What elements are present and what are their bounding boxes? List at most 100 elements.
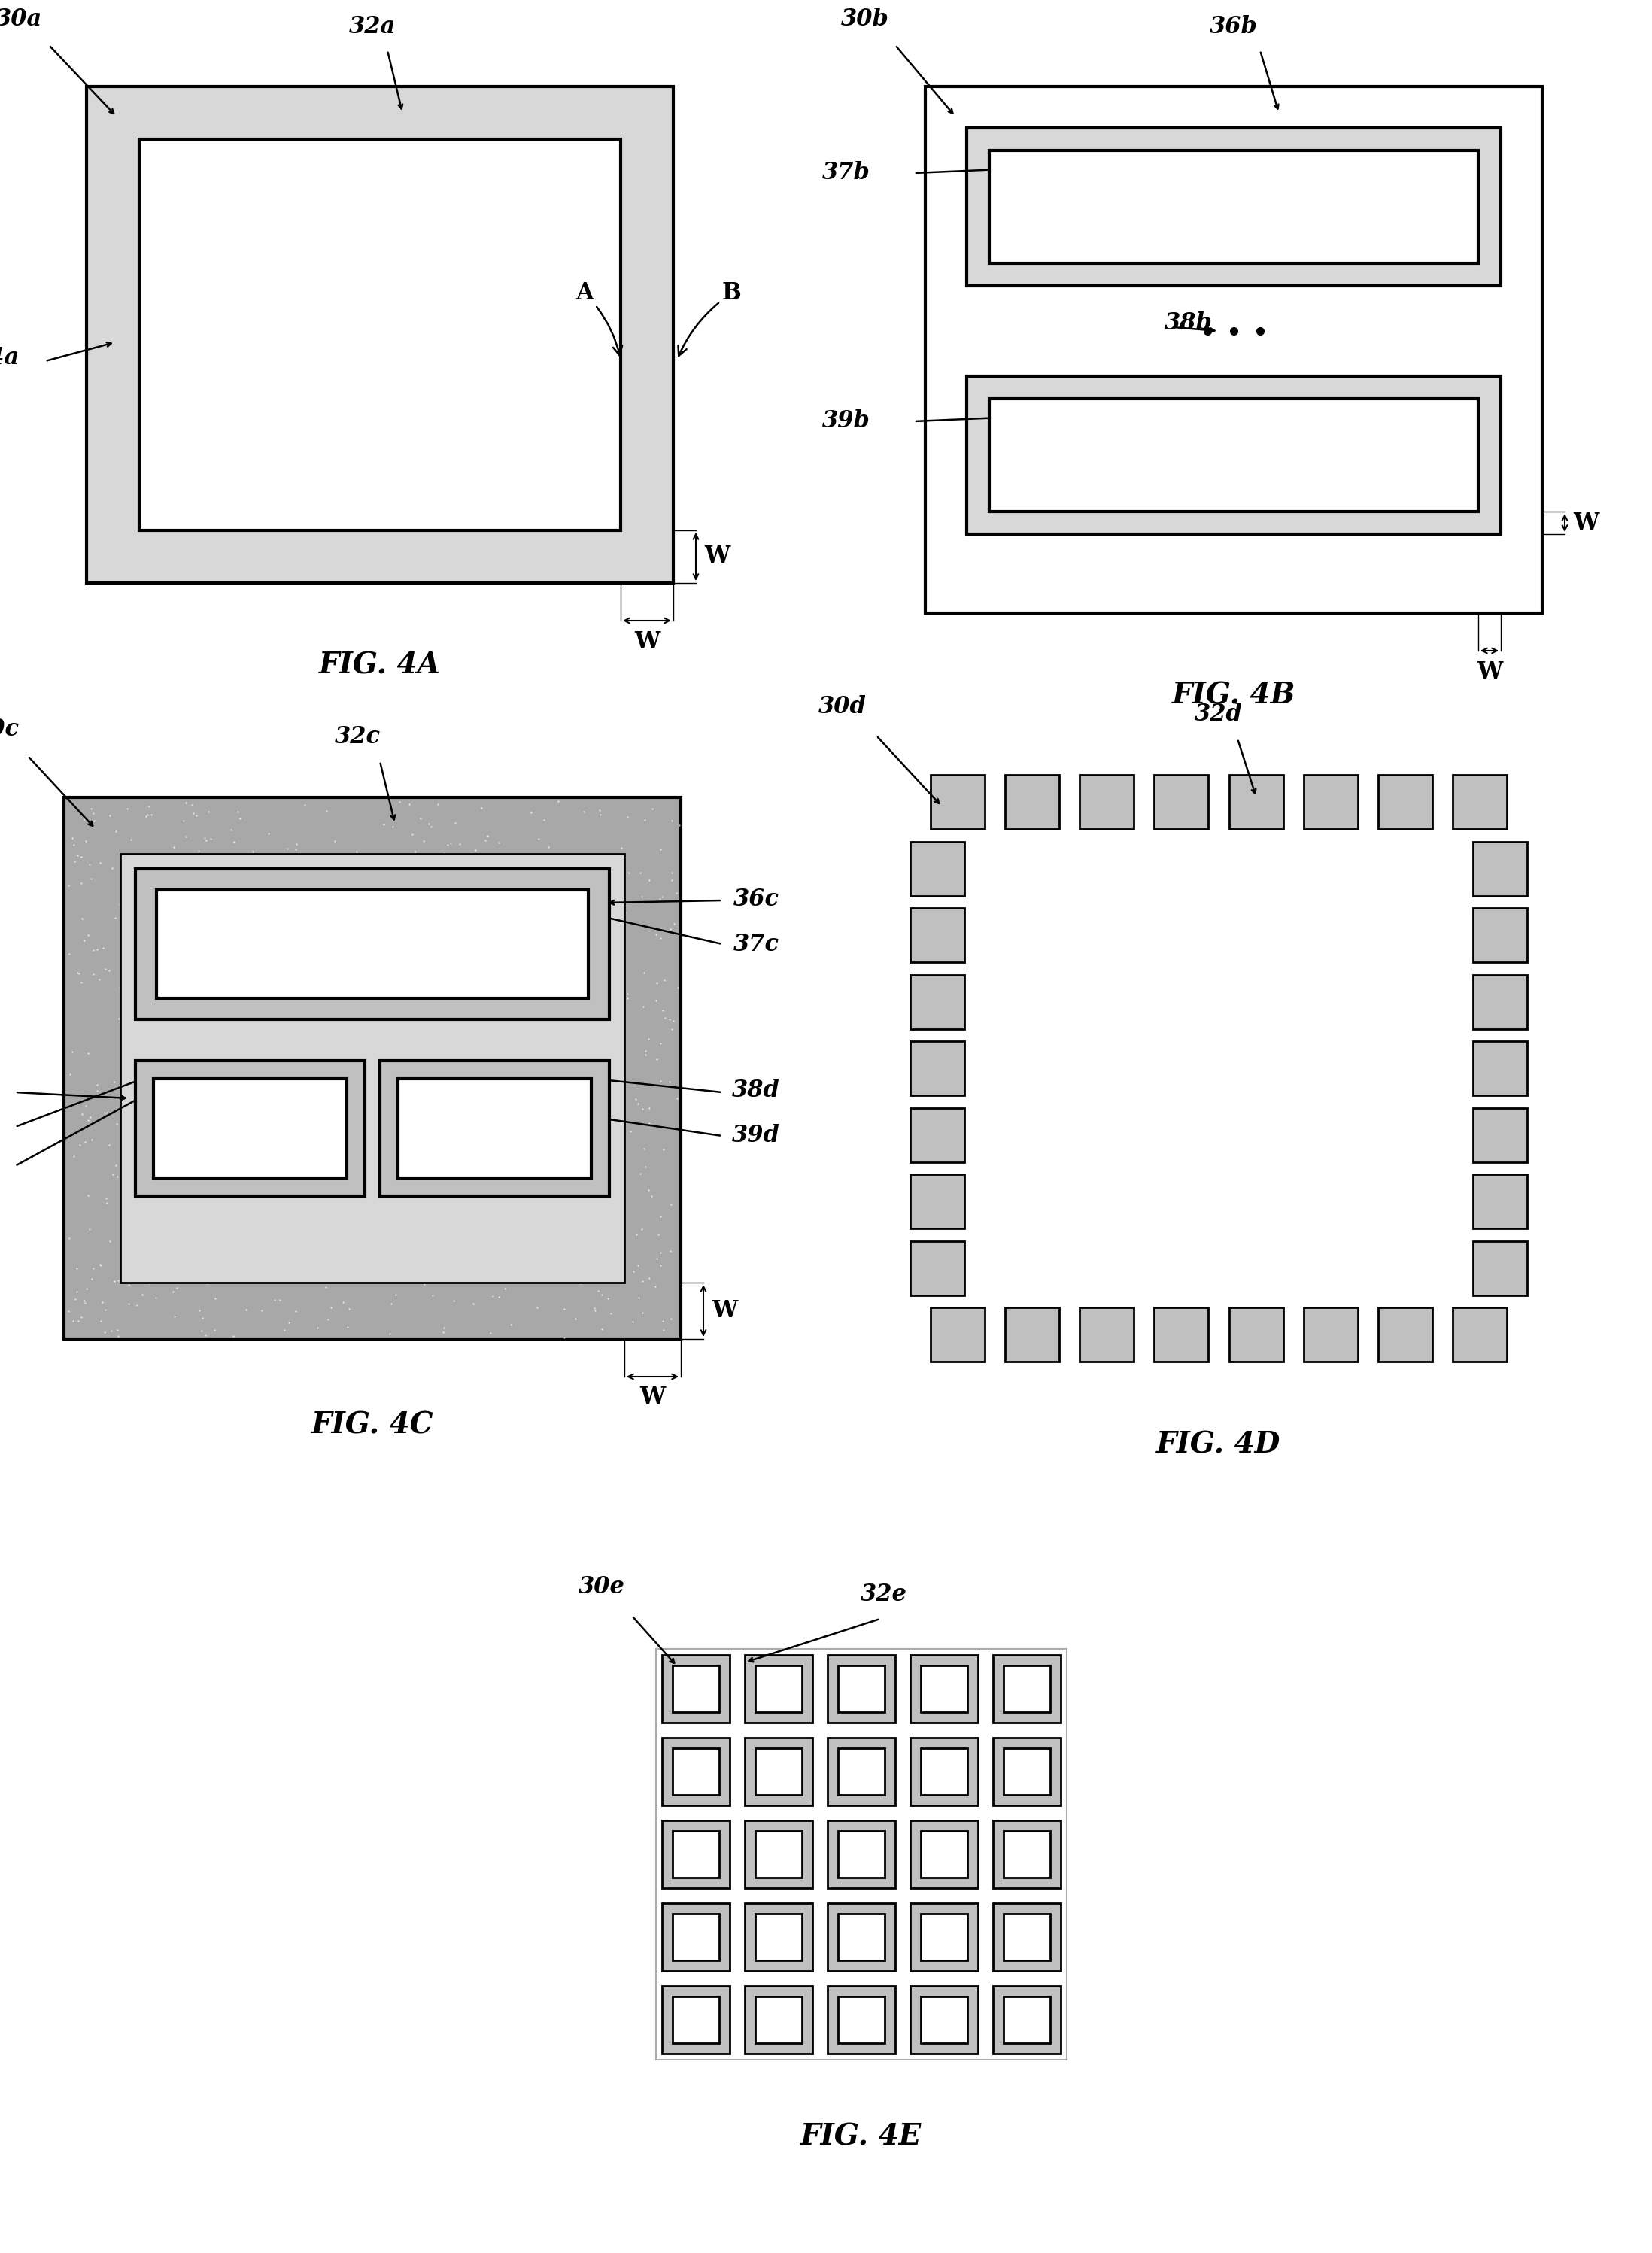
Bar	[139, 140, 621, 529]
Bar	[910, 1820, 978, 1888]
Text: FIG. 4B: FIG. 4B	[1171, 683, 1295, 710]
Bar	[755, 1913, 801, 1960]
Text: W: W	[1573, 511, 1599, 534]
Bar	[838, 1996, 885, 2043]
Bar	[1229, 775, 1284, 829]
Bar	[154, 1079, 347, 1178]
Text: 30c: 30c	[0, 719, 20, 741]
Bar	[1474, 1174, 1526, 1228]
Bar	[380, 1061, 610, 1196]
Bar	[1474, 840, 1526, 894]
Bar	[1474, 1041, 1526, 1095]
Text: W: W	[1477, 660, 1502, 683]
Bar	[910, 1241, 965, 1295]
Bar	[1229, 1307, 1284, 1361]
Text: W: W	[704, 545, 730, 568]
Bar	[662, 1985, 730, 2055]
Bar	[990, 399, 1479, 511]
Bar	[755, 1832, 801, 1877]
Bar	[910, 1108, 965, 1163]
Bar	[656, 1649, 1067, 2059]
Bar	[1004, 1307, 1059, 1361]
Text: 39d: 39d	[732, 1124, 780, 1147]
Bar	[910, 908, 965, 962]
Bar	[1474, 1108, 1526, 1163]
Bar	[838, 1913, 885, 1960]
Bar	[1474, 908, 1526, 962]
Bar	[662, 1656, 730, 1724]
Bar	[672, 1832, 719, 1877]
Bar	[910, 976, 965, 1030]
Bar	[920, 1996, 968, 2043]
Bar	[920, 1665, 968, 1712]
Bar	[838, 1748, 885, 1796]
Text: 32a: 32a	[349, 16, 396, 38]
Bar	[966, 128, 1500, 286]
Bar	[1378, 1307, 1432, 1361]
Bar	[1303, 775, 1358, 829]
Bar	[157, 890, 588, 998]
Bar	[135, 870, 610, 1018]
Bar	[838, 1832, 885, 1877]
Text: 30d: 30d	[818, 696, 867, 719]
Text: W: W	[712, 1300, 737, 1323]
Bar	[1080, 775, 1133, 829]
Bar	[910, 840, 965, 894]
Bar	[755, 1748, 801, 1796]
Bar	[1452, 775, 1507, 829]
Bar	[990, 151, 1479, 264]
Bar	[745, 1820, 813, 1888]
Bar	[910, 1904, 978, 1971]
Text: A: A	[575, 282, 623, 356]
Bar	[672, 1665, 719, 1712]
Text: 30e: 30e	[578, 1575, 624, 1600]
Bar	[1003, 1665, 1051, 1712]
Text: 39b: 39b	[823, 410, 871, 433]
Bar	[135, 1061, 365, 1196]
Text: FIG. 4C: FIG. 4C	[311, 1410, 433, 1440]
Bar	[910, 1041, 965, 1095]
Bar	[1155, 1307, 1209, 1361]
Bar	[745, 1737, 813, 1805]
Text: 34a: 34a	[0, 345, 20, 369]
Bar	[672, 1996, 719, 2043]
Bar	[1003, 1913, 1051, 1960]
Bar	[662, 1737, 730, 1805]
Text: 37b: 37b	[823, 162, 871, 185]
Bar	[993, 1985, 1061, 2055]
Bar	[930, 1307, 985, 1361]
Bar	[993, 1656, 1061, 1724]
Bar	[1378, 775, 1432, 829]
Text: FIG. 4E: FIG. 4E	[801, 2122, 922, 2152]
Bar	[1080, 1307, 1133, 1361]
Bar	[828, 1820, 895, 1888]
Bar	[86, 86, 674, 584]
Bar	[920, 1748, 968, 1796]
Text: 30a: 30a	[0, 7, 43, 32]
Bar	[745, 1656, 813, 1724]
Bar	[755, 1665, 801, 1712]
Text: 36b: 36b	[1209, 16, 1257, 38]
Text: 32c: 32c	[334, 725, 380, 748]
Text: 32e: 32e	[861, 1584, 907, 1606]
Text: 36c: 36c	[733, 888, 780, 910]
Text: FIG. 4D: FIG. 4D	[1156, 1431, 1280, 1458]
Bar	[910, 1656, 978, 1724]
Text: FIG. 4A: FIG. 4A	[319, 651, 441, 680]
Bar	[1303, 1307, 1358, 1361]
Bar	[1474, 1241, 1526, 1295]
Text: 38b: 38b	[1165, 311, 1213, 336]
Bar	[838, 1665, 885, 1712]
Bar	[920, 1832, 968, 1877]
Bar	[828, 1985, 895, 2055]
Bar	[1474, 976, 1526, 1030]
Bar	[828, 1656, 895, 1724]
Bar	[910, 1737, 978, 1805]
Bar	[121, 854, 624, 1282]
Bar	[1155, 775, 1209, 829]
Bar	[966, 376, 1500, 534]
Bar	[925, 86, 1543, 613]
Bar	[993, 1737, 1061, 1805]
Text: B: B	[679, 282, 742, 356]
Bar	[828, 1737, 895, 1805]
